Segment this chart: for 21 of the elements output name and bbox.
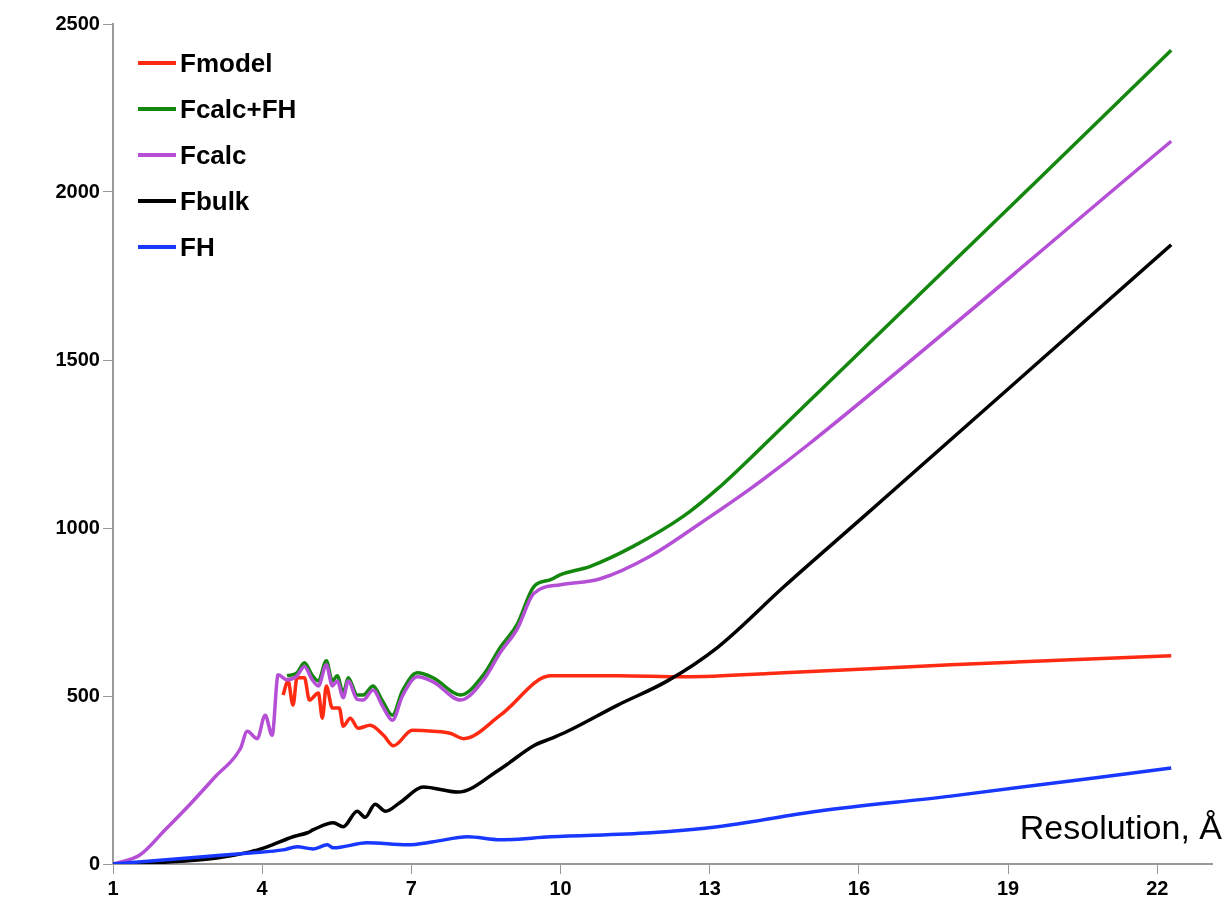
x-tick-label: 7	[405, 876, 417, 899]
x-tick-label: 1	[107, 876, 119, 899]
legend-label: Fmodel	[180, 47, 273, 79]
line-series	[281, 653, 1173, 748]
x-tick-label: 19	[996, 876, 1020, 899]
x-tick-label: 22	[1146, 876, 1169, 899]
y-tick-label: 2000	[55, 179, 100, 202]
y-tick-label: 500	[66, 683, 100, 706]
y-tick-label: 0	[88, 851, 100, 874]
x-tick-label: 10	[549, 876, 572, 899]
x-tick-label: 13	[698, 876, 721, 899]
x-tick-label: 16	[847, 876, 871, 899]
legend-label: Fcalc+FH	[180, 93, 297, 125]
legend-label: Fbulk	[180, 185, 250, 217]
legend-label: Fcalc	[180, 139, 247, 171]
x-axis-title: Resolution, Å	[1019, 808, 1222, 847]
legend-label: FH	[180, 231, 215, 263]
y-tick-label: 2500	[55, 11, 100, 34]
y-tick-label: 1500	[55, 347, 100, 370]
x-tick-label: 4	[256, 876, 269, 899]
y-tick-label: 1000	[55, 515, 100, 538]
